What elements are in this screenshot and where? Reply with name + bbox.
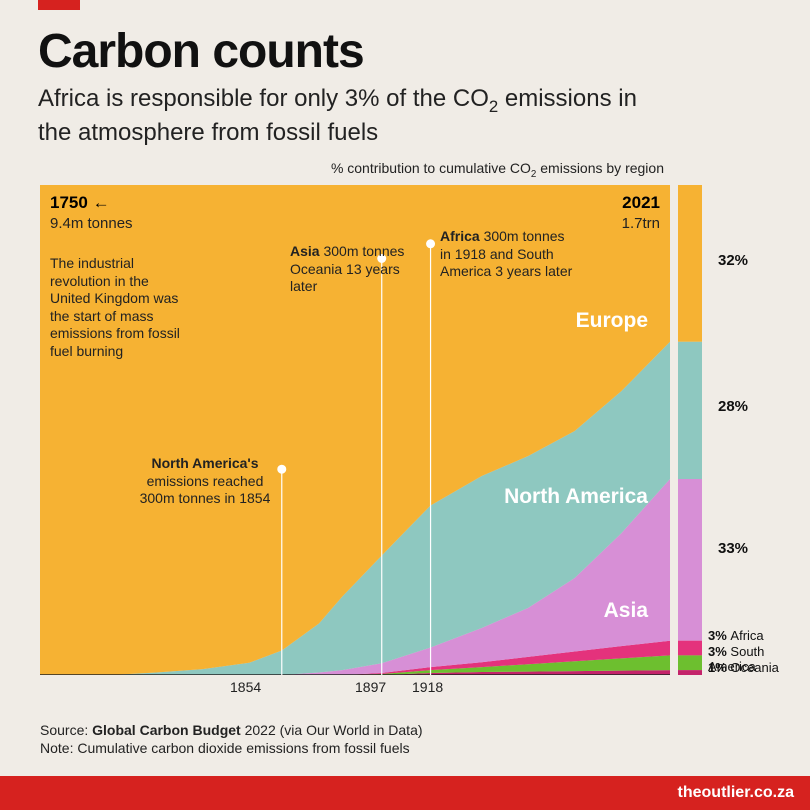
lbl-africa: Africa [730,628,763,643]
page-title: Carbon counts [38,24,364,79]
pct-africa: 3% Africa [708,628,764,643]
pct-africa-val: 3% [708,628,727,643]
xtick-1918: 1918 [412,679,443,695]
caption-pre: % contribution to cumulative CO [331,160,531,176]
pct-oceania-val: 1% [708,660,727,675]
annot-industrial: The industrial revolution in the United … [50,255,180,360]
year-left-sub: 9.4m tonnes [50,215,133,232]
annot-na-rest: emissions reached 300m tonnes in 1854 [140,473,271,507]
chart-caption: % contribution to cumulative CO2 emissio… [331,160,664,180]
pct-europe: 32% [718,252,748,269]
caption-post: emissions by region [536,160,664,176]
pct-sa-val: 3% [708,644,727,659]
year-right-sub: 1.7trn [622,215,660,232]
annot-na-bold: North America's [151,455,258,471]
endbar-svg [678,185,702,675]
subtitle: Africa is responsible for only 3% of the… [38,84,658,148]
region-label-asia: Asia [604,599,648,623]
footer-bar: theoutlier.co.za [0,776,810,810]
end-bar [678,185,702,675]
pct-asia: 33% [718,540,748,557]
accent-tab [38,0,80,10]
year-left: 1750 ← [50,193,110,213]
year-left-val: 1750 [50,193,88,212]
source-rest: 2022 (via Our World in Data) [241,722,423,738]
year-right: 2021 [622,193,660,213]
annot-asia-bold: Asia [290,243,320,259]
pct-na: 28% [718,398,748,415]
region-label-na: North America [504,485,648,509]
source-bold: Global Carbon Budget [92,722,241,738]
note-line: Note: Cumulative carbon dioxide emission… [40,740,410,756]
subscript-2: 2 [489,97,498,116]
annot-africa: Africa 300m tonnes in 1918 and South Ame… [440,228,575,281]
source-line: Source: Global Carbon Budget 2022 (via O… [40,722,423,738]
lbl-oceania: Oceania [730,660,778,675]
annot-north-america: North America's emissions reached 300m t… [135,455,275,508]
source-label: Source: [40,722,92,738]
xtick-1854: 1854 [230,679,261,695]
subtitle-pre: Africa is responsible for only 3% of the… [38,85,489,112]
stacked-area-chart: 1750 ← 9.4m tonnes 2021 1.7trn The indus… [40,185,670,675]
annot-asia: Asia 300m tonnes Oceania 13 years later [290,243,425,296]
region-label-europe: Europe [576,309,648,333]
arrow-icon: ← [93,193,110,212]
xtick-1897: 1897 [355,679,386,695]
annot-africa-bold: Africa [440,228,480,244]
pct-oceania: 1% Oceania [708,660,779,675]
